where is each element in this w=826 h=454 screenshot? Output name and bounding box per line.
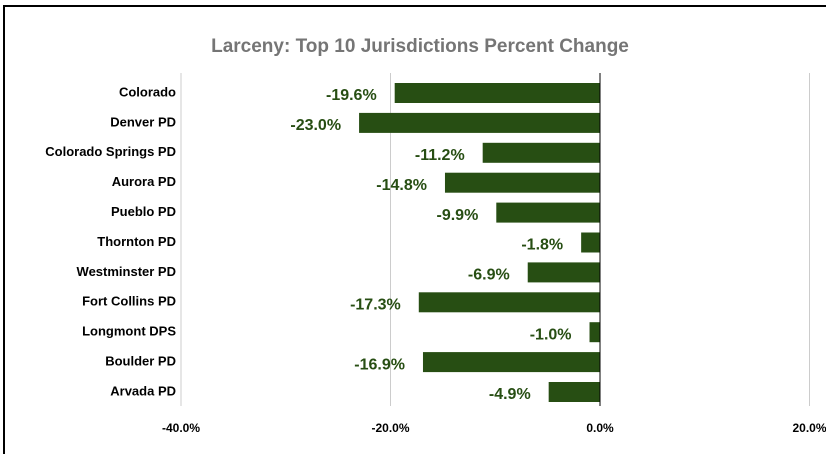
data-label: -23.0% (290, 117, 341, 134)
bar (418, 292, 600, 313)
bar (422, 352, 600, 373)
bar (548, 382, 600, 402)
y-tick-label: Colorado (119, 84, 176, 99)
data-label: -9.9% (437, 207, 479, 224)
bar (444, 172, 600, 193)
chart-title: Larceny: Top 10 Jurisdictions Percent Ch… (211, 36, 629, 57)
y-tick-label: Colorado Springs PD (45, 144, 176, 159)
bar (581, 232, 600, 253)
y-tick-label: Fort Collins PD (82, 294, 176, 309)
x-tick-label: 20.0% (792, 421, 826, 435)
bar (359, 112, 600, 133)
y-tick-label: Westminster PD (77, 264, 176, 279)
x-tick-label: 0.0% (586, 421, 614, 435)
data-label: -14.8% (376, 177, 427, 194)
data-label: -6.9% (468, 267, 510, 284)
data-label: -16.9% (354, 356, 405, 373)
x-tick-label: -20.0% (371, 421, 409, 435)
bar (589, 322, 600, 343)
y-tick-label: Boulder PD (105, 354, 176, 369)
bar (482, 142, 600, 163)
data-label: -19.6% (326, 87, 377, 104)
y-tick-label: Pueblo PD (111, 204, 176, 219)
bar (394, 83, 600, 103)
bar (527, 262, 600, 283)
data-label: -1.0% (530, 326, 572, 343)
data-label: -4.9% (489, 386, 531, 403)
y-tick-label: Thornton PD (97, 234, 176, 249)
bar (496, 202, 600, 223)
y-tick-label: Arvada PD (110, 383, 176, 398)
x-tick-label: -40.0% (162, 421, 200, 435)
data-label: -1.8% (521, 237, 563, 254)
y-tick-label: Denver PD (110, 114, 176, 129)
y-tick-label: Longmont DPS (82, 324, 176, 339)
data-label: -17.3% (350, 297, 401, 314)
data-label: -11.2% (415, 147, 465, 164)
chart-frame (3, 5, 826, 454)
y-tick-label: Aurora PD (112, 174, 176, 189)
